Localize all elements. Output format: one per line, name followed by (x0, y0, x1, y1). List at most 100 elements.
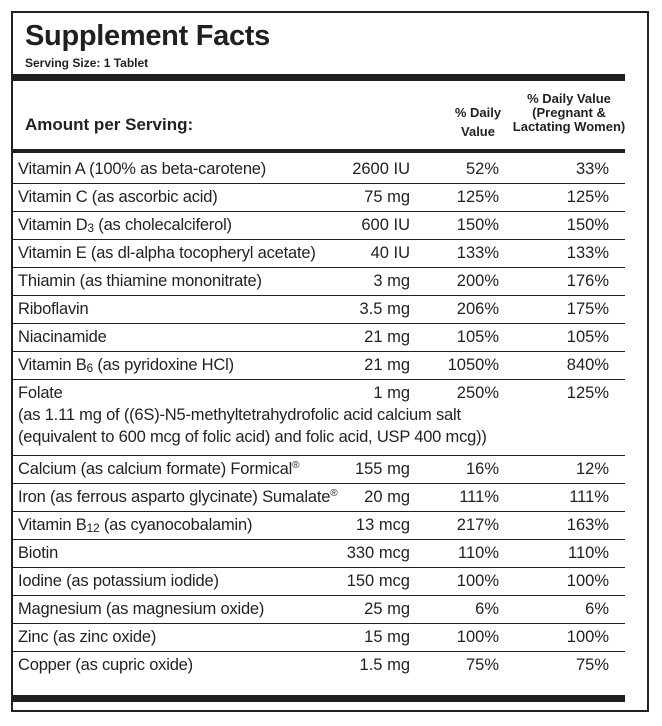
nutrient-name-subscript: 12 (86, 521, 100, 535)
row-divider (11, 567, 625, 568)
row-divider (11, 595, 625, 596)
nutrient-name-text: Calcium (as calcium formate) Formical (18, 460, 293, 478)
nutrient-pregnant-daily-value: 12% (575, 460, 609, 478)
row-divider (11, 267, 625, 268)
nutrient-row: Vitamin B12 (as cyanocobalamin) 13 mcg 217… (11, 514, 625, 539)
nutrient-name-text: Vitamin A (100% as beta-carotene) (18, 160, 267, 178)
nutrient-amount: 25 mg (364, 600, 410, 618)
nutrient-name-suffix: (as cyanocobalamin) (99, 516, 253, 534)
nutrient-name-text: Vitamin D (18, 216, 88, 234)
nutrient-name-text: Riboflavin (18, 300, 89, 318)
label-title: Supplement Facts (25, 20, 270, 52)
nutrient-row: Biotin 330 mcg 110% 110% (11, 542, 625, 567)
nutrient-row: Vitamin C (as ascorbic acid) 75 mg 125% 125… (11, 186, 625, 211)
row-divider (11, 539, 625, 540)
nutrient-name: Vitamin D3 (as cholecalciferol) (18, 214, 232, 237)
nutrient-name-text: Vitamin B (18, 356, 87, 374)
nutrient-row: Vitamin D3 (as cholecalciferol) 600 IU 150… (11, 214, 625, 239)
nutrient-amount: 40 IU (370, 244, 410, 262)
nutrient-name: Vitamin A (100% as beta-carotene) (18, 158, 266, 180)
nutrient-pregnant-daily-value: 110% (568, 544, 609, 562)
nutrient-name-text: Vitamin C (as ascorbic acid) (18, 188, 218, 206)
nutrient-name: Iodine (as potassium iodide) (18, 570, 219, 592)
nutrient-daily-value: 110% (458, 544, 499, 562)
nutrient-amount: 150 mcg (346, 572, 410, 590)
nutrient-daily-value: 200% (456, 272, 499, 290)
nutrient-pregnant-daily-value: 33% (575, 160, 609, 178)
nutrient-daily-value: 1050% (447, 356, 499, 374)
nutrient-amount: 600 IU (361, 216, 410, 234)
nutrient-daily-value: 6% (475, 600, 499, 618)
nutrient-daily-value: 250% (456, 384, 499, 402)
nutrient-daily-value: 100% (456, 628, 499, 646)
nutrient-name: Magnesium (as magnesium oxide) (18, 598, 264, 620)
daily-value-header: % Daily Value (443, 105, 513, 140)
nutrient-name-text: Iron (as ferrous asparto glycinate) Suma… (18, 488, 331, 506)
nutrient-amount: 330 mcg (346, 544, 410, 562)
row-divider (11, 323, 625, 324)
amount-per-serving-header: Amount per Serving: (25, 115, 194, 134)
row-divider (11, 455, 625, 456)
nutrient-name: Zinc (as zinc oxide) (18, 626, 156, 648)
nutrient-row: Folate 1 mg 250% 125% (as 1.11 mg of ((6S)-N… (11, 382, 625, 455)
nutrient-name: Copper (as cupric oxide) (18, 654, 193, 676)
nutrient-description-line: (equivalent to 600 mcg of folic acid) an… (18, 428, 487, 446)
nutrient-amount: 21 mg (364, 328, 410, 346)
nutrient-name-text: Folate (18, 384, 63, 402)
nutrient-daily-value: 52% (465, 160, 499, 178)
nutrient-pregnant-daily-value: 105% (566, 328, 609, 346)
nutrient-pregnant-daily-value: 163% (566, 516, 609, 534)
serving-size: Serving Size: 1 Tablet (25, 56, 149, 70)
nutrient-daily-value: 16% (465, 460, 499, 478)
pregnant-header-line-2: (Pregnant & (532, 105, 606, 120)
nutrient-row: Zinc (as zinc oxide) 15 mg 100% 100% (11, 626, 625, 651)
nutrient-daily-value: 206% (456, 300, 499, 318)
nutrient-amount: 15 mg (364, 628, 410, 646)
pregnant-header-line-1: % Daily Value (527, 91, 611, 106)
nutrient-pregnant-daily-value: 125% (566, 188, 609, 206)
header-rule (11, 149, 625, 153)
nutrient-name-subscript: 3 (87, 221, 94, 235)
nutrient-daily-value: 75% (465, 656, 499, 674)
nutrient-description-line: (as 1.11 mg of ((6S)-N5-methyltetrahydro… (18, 406, 461, 424)
nutrient-name-text: Thiamin (as thiamine mononitrate) (18, 272, 262, 290)
supplement-facts-panel: Supplement Facts Serving Size: 1 Tablet (11, 11, 649, 712)
nutrient-name-text: Zinc (as zinc oxide) (18, 628, 157, 646)
nutrient-name: Biotin (18, 542, 58, 564)
nutrient-name-subscript: 6 (86, 361, 94, 375)
nutrient-pregnant-daily-value: 175% (566, 300, 609, 318)
nutrient-name: Thiamin (as thiamine mononitrate) (18, 270, 262, 292)
nutrient-row: Copper (as cupric oxide) 1.5 mg 75% 75% (11, 654, 625, 679)
nutrient-daily-value: 111% (459, 488, 499, 506)
row-divider (11, 483, 625, 484)
nutrient-name: Vitamin B12 (as cyanocobalamin) (18, 514, 252, 537)
nutrient-row: Iron (as ferrous asparto glycinate) Suma… (11, 486, 625, 511)
nutrient-row: Thiamin (as thiamine mononitrate) 3 mg 200… (11, 270, 625, 295)
nutrient-daily-value: 100% (456, 572, 499, 590)
daily-value-header-line-2: Value (461, 124, 495, 139)
nutrient-amount: 21 mg (364, 356, 410, 374)
nutrient-row: Vitamin B6 (as pyridoxine HCl) 21 mg 1050%… (11, 354, 625, 379)
row-divider (11, 239, 625, 240)
nutrient-daily-value: 105% (456, 328, 499, 346)
nutrient-row: Riboflavin 3.5 mg 206% 175% (11, 298, 625, 323)
nutrient-name: Riboflavin (18, 298, 89, 320)
daily-value-header-line-1: % Daily (454, 105, 502, 120)
row-divider (11, 211, 625, 212)
nutrient-amount: 20 mg (364, 488, 410, 506)
nutrient-row: Magnesium (as magnesium oxide) 25 mg 6% 6% (11, 598, 625, 623)
row-divider (11, 651, 625, 652)
nutrient-name-text: Biotin (18, 544, 59, 562)
nutrient-pregnant-daily-value: 133% (566, 244, 609, 262)
nutrient-name-suffix: (as pyridoxine HCl) (93, 356, 234, 374)
nutrient-amount: 2600 IU (352, 160, 410, 178)
row-divider (11, 379, 625, 380)
nutrient-pregnant-daily-value: 6% (585, 600, 609, 618)
nutrient-row: Iodine (as potassium iodide) 150 mcg 100% 1… (11, 570, 625, 595)
nutrient-row: Vitamin A (100% as beta-carotene) 2600 IU… (11, 158, 625, 183)
nutrient-amount: 1.5 mg (359, 656, 410, 674)
row-divider (11, 511, 625, 512)
nutrient-pregnant-daily-value: 150% (566, 216, 609, 234)
nutrient-amount: 3.5 mg (359, 300, 410, 318)
nutrient-daily-value: 150% (456, 216, 499, 234)
